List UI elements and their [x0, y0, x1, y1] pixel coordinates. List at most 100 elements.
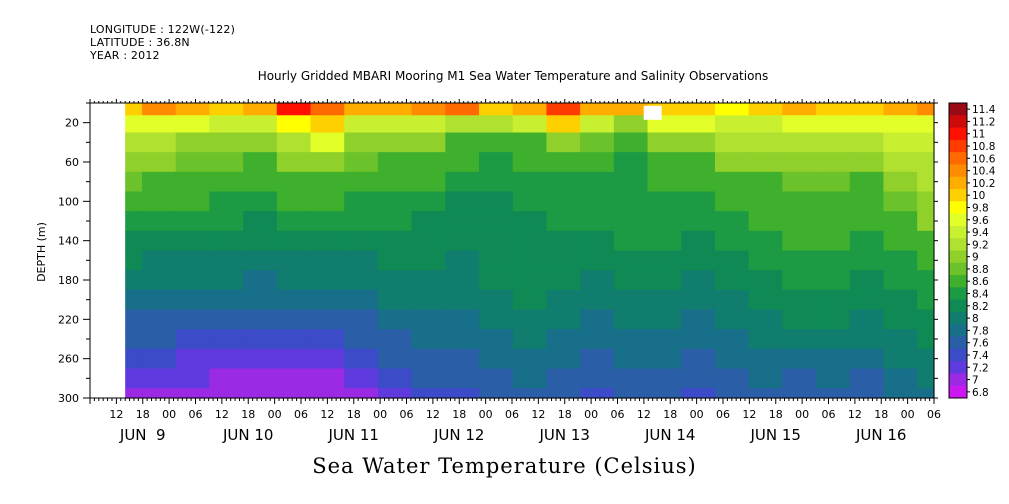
heatmap-cell: [276, 171, 312, 193]
colorbar-label: 6.8: [972, 387, 989, 399]
heatmap-cell: [748, 152, 783, 173]
heatmap-cell: [175, 329, 211, 350]
heatmap-cell: [782, 368, 817, 389]
y-tick-label: 180: [58, 274, 79, 287]
heatmap-cell: [816, 348, 851, 370]
heatmap-cell: [512, 270, 548, 291]
heatmap-cell: [647, 152, 682, 173]
heatmap-cell: [512, 191, 548, 212]
x-hour-label: 00: [479, 408, 493, 421]
colorbar-swatch: [949, 250, 967, 264]
heatmap-cell: [681, 270, 716, 291]
heatmap-cell: [125, 211, 143, 232]
x-hour-label: 18: [769, 408, 783, 421]
heatmap-cell: [883, 115, 918, 134]
colorbar-swatch: [949, 152, 967, 165]
heatmap-cell: [175, 368, 211, 389]
heatmap-cell: [276, 270, 312, 291]
heatmap-cell: [613, 115, 649, 134]
heatmap-cell: [917, 289, 935, 311]
heatmap-cell: [377, 348, 413, 370]
colorbar: 11.411.21110.810.610.410.2109.89.69.49.2…: [948, 102, 996, 399]
heatmap-cell: [546, 270, 581, 291]
heatmap-cell: [546, 103, 581, 116]
heatmap-cell: [479, 250, 514, 271]
heatmap-cell: [883, 329, 918, 350]
heatmap-cell: [344, 289, 379, 311]
heatmap-cell: [917, 388, 935, 399]
heatmap-cell: [209, 329, 244, 350]
heatmap-cell: [142, 309, 177, 330]
heatmap-cell: [580, 115, 615, 134]
heatmap-cell: [782, 329, 817, 350]
heatmap-cell: [142, 115, 177, 134]
heatmap-cell: [377, 309, 413, 330]
heatmap-cell: [479, 368, 514, 389]
heatmap-cell: [917, 211, 935, 232]
heatmap-cell: [276, 289, 312, 311]
heatmap-cell: [310, 230, 345, 252]
heatmap-cell: [546, 348, 581, 370]
x-date-label: JUN 9: [119, 426, 166, 444]
colorbar-label: 11.4: [972, 104, 996, 116]
colorbar-label: 9.4: [972, 227, 989, 239]
heatmap-cell: [411, 270, 446, 291]
heatmap-cell: [276, 191, 312, 212]
heatmap-cell: [681, 211, 716, 232]
heatmap-cell: [714, 211, 750, 232]
heatmap-cell: [276, 309, 312, 330]
heatmap-cell: [411, 368, 446, 389]
heatmap-cell: [714, 289, 750, 311]
heatmap-cell: [849, 348, 885, 370]
heatmap-cell: [479, 171, 514, 193]
x-hour-label: 06: [822, 408, 836, 421]
heatmap-cell: [816, 309, 851, 330]
heatmap-cell: [142, 368, 177, 389]
heatmap-cell: [243, 103, 278, 116]
heatmap-cell: [580, 270, 615, 291]
heatmap-cell: [512, 171, 548, 193]
heatmap-cell: [209, 103, 244, 116]
heatmap-cell: [546, 329, 581, 350]
heatmap-cell: [647, 132, 682, 153]
heatmap-cell: [849, 191, 885, 212]
heatmap-cell: [209, 230, 244, 252]
x-date-label: JUN 13: [539, 426, 590, 444]
heatmap-cell: [344, 250, 379, 271]
heatmap-cell: [243, 115, 278, 134]
heatmap-cell: [344, 103, 379, 116]
colorbar-swatch: [949, 164, 967, 178]
heatmap-cell: [714, 250, 750, 271]
heatmap-cell: [411, 115, 446, 134]
heatmap-cell: [411, 348, 446, 370]
heatmap-cell: [546, 289, 581, 311]
heatmap-cell: [816, 115, 851, 134]
heatmap-cell: [849, 289, 885, 311]
heatmap-cell: [782, 309, 817, 330]
heatmap-cell: [613, 309, 649, 330]
heatmap-cell: [243, 211, 278, 232]
y-tick-label: 220: [58, 313, 79, 326]
x-hour-label: 12: [109, 408, 123, 421]
heatmap-cell: [209, 115, 244, 134]
heatmap-cell: [883, 230, 918, 252]
heatmap-cell: [377, 171, 413, 193]
heatmap-cell: [714, 368, 750, 389]
heatmap-cell: [917, 230, 935, 252]
heatmap-area: [125, 103, 935, 399]
heatmap-cell: [243, 132, 278, 153]
heatmap-cell: [613, 132, 649, 153]
heatmap-cell: [546, 309, 581, 330]
heatmap-cell: [647, 211, 682, 232]
heatmap-cell: [445, 388, 480, 399]
heatmap-cell: [344, 329, 379, 350]
x-hour-label: 06: [189, 408, 203, 421]
heatmap-cell: [714, 115, 750, 134]
heatmap-cell: [209, 289, 244, 311]
colorbar-label: 7.2: [972, 362, 989, 374]
heatmap-cell: [748, 388, 783, 399]
x-date-label: JUN 12: [433, 426, 484, 444]
heatmap-cell: [243, 171, 278, 193]
heatmap-cell: [917, 115, 935, 134]
